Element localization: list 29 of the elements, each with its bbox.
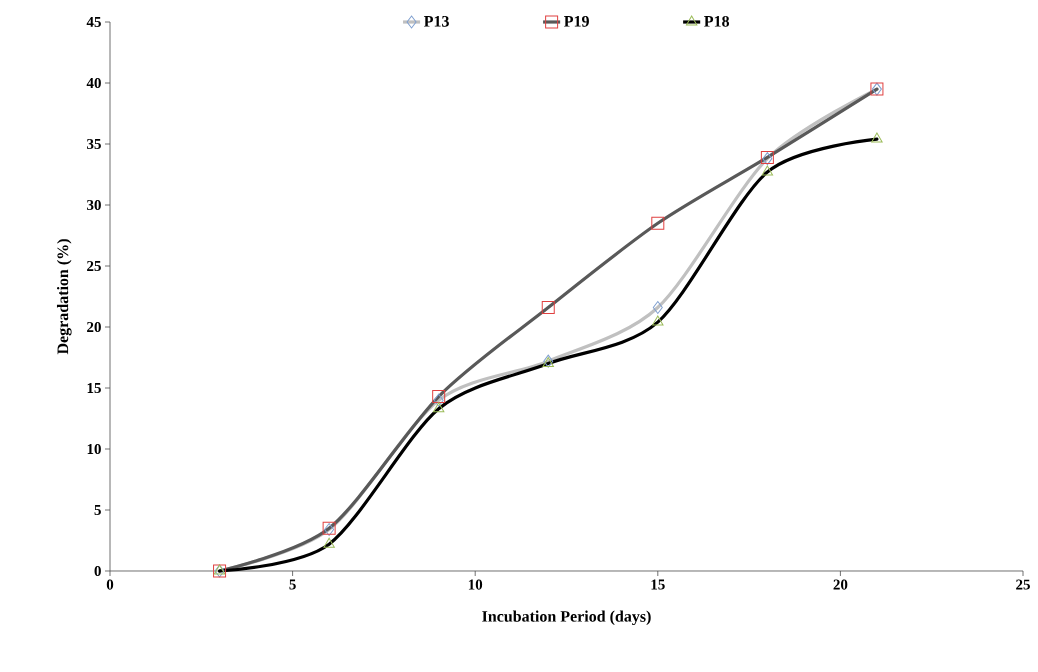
x-tick-label: 5 xyxy=(289,579,296,590)
point xyxy=(432,402,445,413)
point xyxy=(871,132,883,143)
legend-label: P19 xyxy=(564,15,589,27)
x-tick-label: 10 xyxy=(468,579,483,590)
point xyxy=(761,165,774,176)
x-tick-label: 0 xyxy=(106,579,114,590)
x-axis-title: Incubation Period (days) xyxy=(482,610,651,626)
y-tick-label: 10 xyxy=(87,443,101,455)
y-tick-label: 20 xyxy=(87,321,101,333)
y-tick-label: 30 xyxy=(87,199,101,211)
point xyxy=(652,300,663,314)
x-tick-label: 20 xyxy=(833,579,848,590)
y-tick-label: 45 xyxy=(86,17,101,28)
point xyxy=(652,315,664,326)
x-tick-label: 15 xyxy=(651,579,665,590)
legend-label: P13 xyxy=(423,15,449,27)
x-tick-label: 25 xyxy=(1016,579,1030,590)
y-tick-label: 40 xyxy=(86,77,101,89)
y-tick-label: 25 xyxy=(87,260,101,272)
point xyxy=(651,216,665,230)
legend-label: P18 xyxy=(704,15,730,27)
point xyxy=(541,300,555,314)
point xyxy=(323,537,335,548)
y-axis-title: Degradation (%) xyxy=(56,239,72,355)
y-tick-label: 0 xyxy=(94,565,101,577)
y-tick-label: 35 xyxy=(87,138,101,150)
y-tick-label: 15 xyxy=(87,382,101,394)
y-tick-label: 5 xyxy=(94,505,101,515)
